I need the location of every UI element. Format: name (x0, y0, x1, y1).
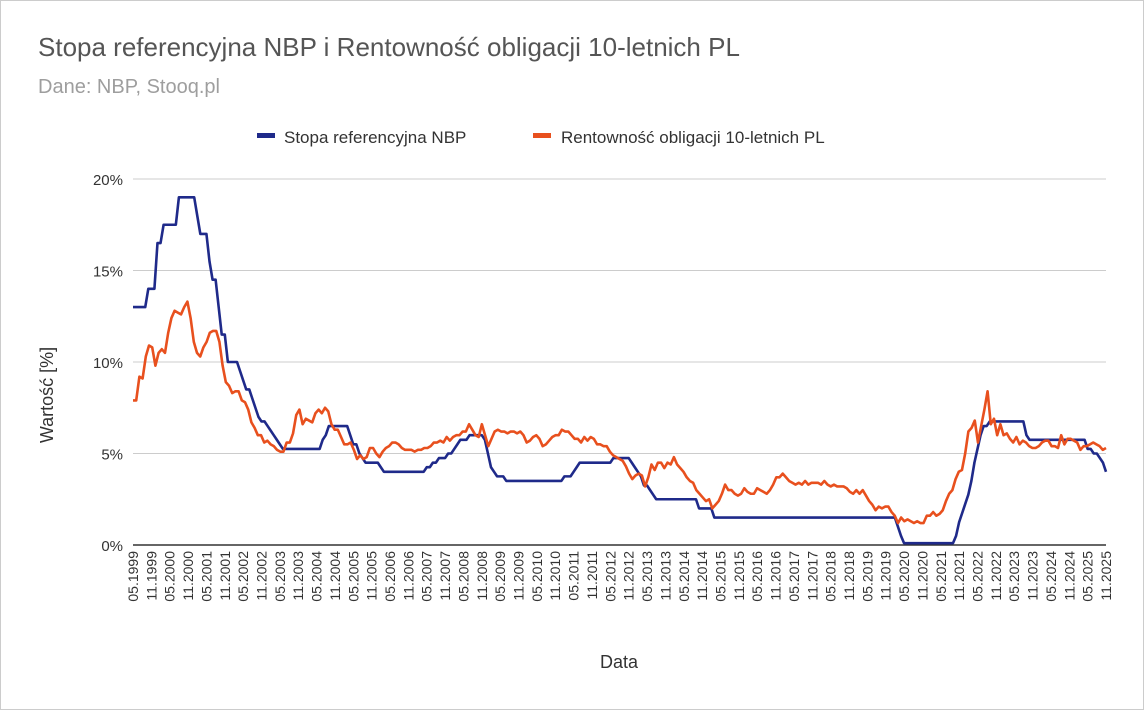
x-axis-label: Data (600, 652, 639, 672)
legend-label-nbp: Stopa referencyjna NBP (284, 128, 466, 147)
y-tick-label: 0% (101, 538, 123, 555)
x-tick-label: 11.2000 (180, 551, 196, 601)
x-tick-label: 05.2005 (345, 551, 361, 602)
x-tick-label: 11.2016 (768, 551, 784, 601)
y-tick-label: 5% (101, 447, 123, 464)
x-tick-label: 05.2004 (309, 551, 325, 602)
x-tick-label: 11.2008 (474, 551, 490, 601)
x-tick-label: 11.2003 (290, 551, 306, 601)
x-tick-label: 11.2021 (951, 551, 967, 601)
x-tick-label: 05.2009 (492, 551, 508, 602)
x-tick-label: 11.2010 (547, 551, 563, 601)
x-tick-label: 05.2003 (272, 551, 288, 602)
x-tick-label: 05.2015 (712, 551, 728, 602)
x-tick-label: 05.2007 (419, 551, 435, 602)
x-tick-label: 11.2019 (878, 551, 894, 601)
x-tick-label: 11.2011 (584, 551, 600, 600)
x-tick-label: 11.2004 (327, 551, 343, 601)
x-tick-label: 05.2001 (198, 551, 214, 602)
legend-swatch-nbp (257, 133, 275, 138)
x-tick-label: 11.2015 (731, 551, 747, 601)
x-tick-label: 05.2013 (639, 551, 655, 602)
x-tick-label: 05.2020 (896, 551, 912, 602)
chart-subtitle: Dane: NBP, Stooq.pl (38, 76, 220, 98)
x-tick-label: 05.2024 (1043, 551, 1059, 602)
y-tick-label: 10% (93, 355, 123, 372)
x-tick-label: 05.2014 (676, 551, 692, 602)
x-tick-label: 05.2018 (823, 551, 839, 602)
y-tick-label: 20% (93, 172, 123, 189)
x-tick-label: 11.2006 (400, 551, 416, 601)
x-tick-label: 11.2013 (657, 551, 673, 601)
x-tick-label: 11.2014 (694, 551, 710, 601)
x-tick-label: 05.2000 (162, 551, 178, 602)
x-tick-label: 11.2017 (804, 551, 820, 601)
x-tick-label: 05.2012 (602, 551, 618, 602)
x-tick-label: 11.2025 (1098, 551, 1114, 601)
x-tick-label: 11.2005 (364, 551, 380, 601)
x-tick-label: 05.2008 (455, 551, 471, 602)
x-tick-label: 11.2012 (621, 551, 637, 601)
x-tick-label: 11.2023 (1025, 551, 1041, 601)
x-tick-label: 11.2002 (254, 551, 270, 601)
x-tick-label: 05.2016 (749, 551, 765, 602)
legend-swatch-bond (533, 133, 551, 138)
x-tick-label: 05.2017 (786, 551, 802, 602)
chart-title: Stopa referencyjna NBP i Rentowność obli… (38, 32, 740, 62)
series-line-bond (133, 300, 1107, 525)
x-tick-label: 05.2011 (566, 551, 582, 601)
x-tick-label: 11.2024 (1061, 551, 1077, 601)
y-axis-label: Wartość [%] (37, 347, 57, 443)
x-tick-label: 11.2022 (988, 551, 1004, 601)
x-tick-label: 11.2018 (841, 551, 857, 601)
y-tick-label: 15% (93, 264, 123, 281)
legend-label-bond: Rentowność obligacji 10-letnich PL (561, 128, 825, 147)
x-tick-label: 05.2010 (529, 551, 545, 602)
x-tick-label: 11.2009 (511, 551, 527, 601)
x-tick-label: 05.2023 (1006, 551, 1022, 602)
x-tick-label: 11.2001 (217, 551, 233, 601)
x-tick-label: 05.2022 (969, 551, 985, 602)
x-tick-label: 11.2020 (914, 551, 930, 601)
x-tick-label: 05.2025 (1080, 551, 1096, 602)
x-tick-label: 11.1999 (143, 551, 159, 601)
x-tick-label: 05.2019 (859, 551, 875, 602)
series-line-nbp (133, 196, 1108, 545)
legend: Stopa referencyjna NBP Rentowność obliga… (257, 128, 825, 147)
x-tick-label: 05.1999 (125, 551, 141, 602)
x-tick-label: 05.2006 (382, 551, 398, 602)
x-tick-label: 05.2021 (933, 551, 949, 602)
x-tick-label: 05.2002 (235, 551, 251, 602)
x-tick-label: 11.2007 (437, 551, 453, 601)
